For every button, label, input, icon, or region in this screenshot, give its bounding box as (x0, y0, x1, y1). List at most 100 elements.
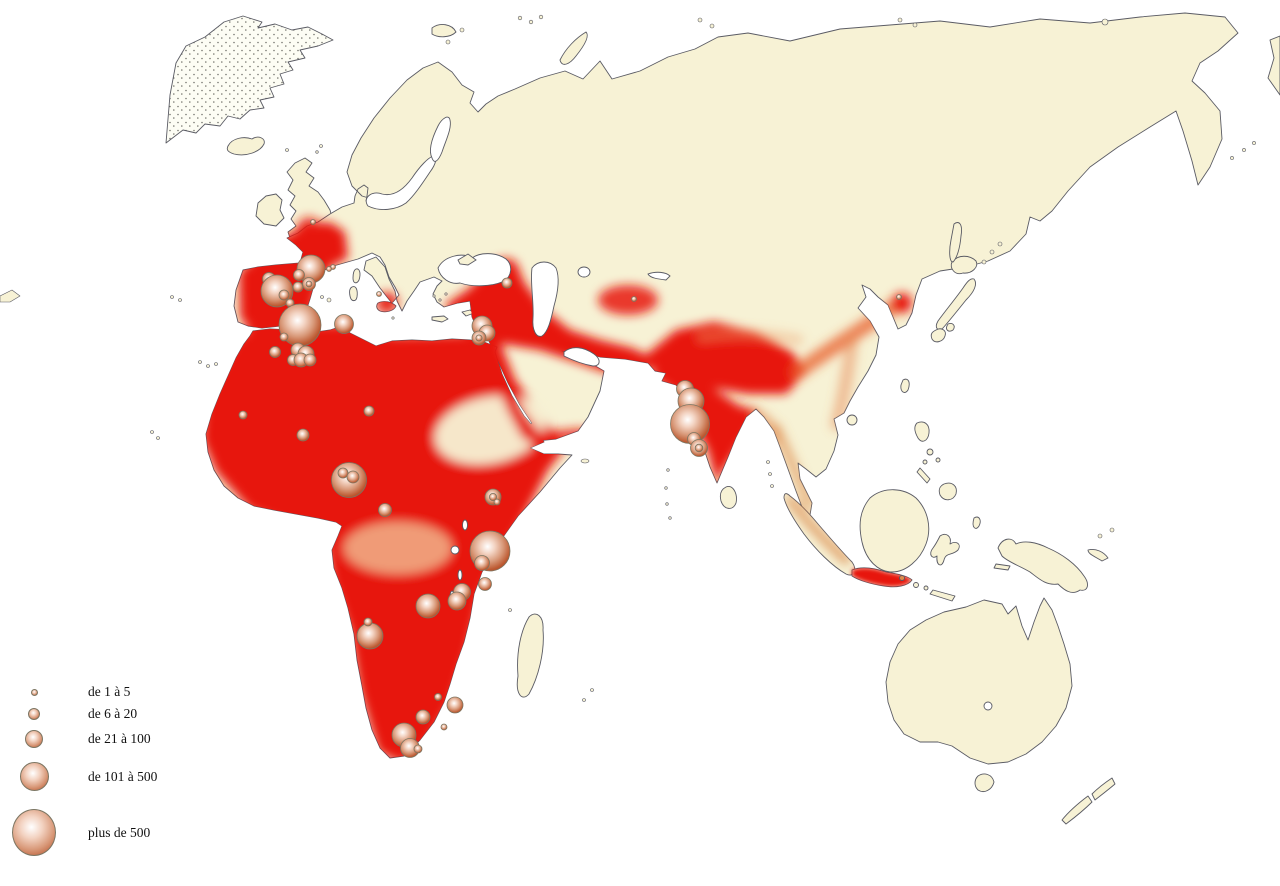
distribution-bubble (631, 296, 637, 302)
distribution-bubble (378, 503, 392, 517)
band-sumatra (785, 495, 851, 565)
distribution-bubble (363, 405, 375, 417)
distribution-bubble (440, 723, 448, 731)
distribution-bubble (478, 577, 492, 591)
distribution-bubble (296, 428, 310, 442)
crete (431, 315, 449, 323)
lake-turkana (462, 519, 468, 531)
greenland (165, 15, 334, 144)
legend-bubble-box (12, 809, 56, 856)
band-china-east-west (696, 328, 804, 346)
gulf-of-bothnia (429, 116, 451, 162)
kyushu (930, 328, 946, 343)
mindanao (938, 482, 957, 501)
legend-item: de 1 à 5 (12, 684, 157, 700)
legend-bubble-icon (28, 708, 40, 720)
madagascar (516, 613, 544, 698)
visayas-island (935, 457, 941, 463)
distribution-bubble (334, 314, 354, 334)
distribution-bubble (415, 709, 431, 725)
sulawesi (930, 533, 960, 566)
distribution-bubble (346, 470, 360, 484)
new-zealand-north (1091, 777, 1116, 801)
distribution-bubble (238, 410, 248, 420)
distribution-bubble (310, 219, 316, 225)
ireland (255, 193, 285, 227)
distribution-bubble (415, 593, 441, 619)
distribution-bubble (292, 281, 304, 293)
distribution-bubble (356, 622, 384, 650)
taiwan (900, 378, 910, 393)
distribution-bubble (501, 277, 513, 289)
legend-bubble-icon (19, 762, 49, 791)
distribution-bubble (326, 266, 332, 272)
legend-bubble-icon (30, 688, 38, 696)
band-malay (771, 423, 815, 509)
alaska-edge (1267, 35, 1280, 96)
palawan (916, 467, 931, 484)
sri-lanka (719, 486, 737, 509)
bubbles-layer (238, 219, 902, 758)
crimea (457, 253, 477, 266)
lesser-sunda-island (913, 582, 919, 588)
sakhalin (949, 222, 962, 263)
legend-bubble-box (12, 762, 56, 791)
distribution-bubble (293, 269, 305, 281)
distribution-bubble (305, 280, 313, 288)
distribution-bubble (488, 492, 497, 501)
distribution-bubble (475, 334, 483, 342)
legend-item: plus de 500 (12, 809, 157, 856)
legend-bubble-icon (25, 730, 43, 748)
distribution-bubble (434, 693, 442, 701)
sardinia (349, 286, 358, 302)
persian-gulf (563, 347, 600, 367)
legend-item-label: de 101 à 500 (88, 768, 158, 784)
distribution-bubble (363, 617, 373, 627)
legend-item: de 6 à 20 (12, 706, 157, 722)
distribution-bubble (279, 332, 289, 342)
legend-item-label: de 21 à 100 (88, 731, 151, 746)
distribution-bubble (474, 555, 490, 571)
legend-bubble-icon (12, 809, 56, 856)
land-layer (0, 12, 1280, 825)
range-central-asia (598, 285, 658, 315)
legend-bubble-box (12, 688, 56, 696)
new-britain (1087, 549, 1109, 562)
iceland (226, 136, 265, 156)
legend-item-label: plus de 500 (88, 824, 151, 840)
distribution-bubble (694, 443, 704, 453)
band-china-south (830, 333, 859, 431)
new-guinea (997, 538, 1088, 593)
hokkaido (950, 255, 978, 275)
australia (885, 597, 1073, 765)
lake-victoria (450, 545, 460, 555)
hainan (846, 414, 858, 426)
distribution-bubble (446, 696, 464, 714)
visayas-island (926, 448, 934, 456)
distribution-bubble (493, 498, 501, 506)
distribution-bubble (269, 346, 281, 358)
bali-island (899, 575, 905, 581)
distribution-bubble (413, 744, 423, 754)
congo-pale-patch (344, 522, 452, 574)
range-korea (892, 293, 912, 313)
shikoku (946, 323, 955, 332)
novaya-zemlya (559, 31, 588, 65)
halmahera (972, 516, 981, 529)
lake-tanganyika (457, 569, 463, 581)
distribution-bubble (278, 289, 290, 301)
lake-eyre (983, 701, 993, 711)
new-zealand-south (1061, 795, 1093, 825)
legend-item: de 21 à 100 (12, 730, 157, 748)
svalbard (431, 24, 457, 38)
lake-balkhash (647, 271, 671, 281)
distribution-bubble (337, 467, 349, 479)
distribution-bubble (896, 294, 902, 300)
visayas-island (922, 459, 928, 465)
distribution-bubble (447, 591, 467, 611)
lesser-sunda-island (923, 585, 929, 591)
corsica (352, 268, 361, 284)
sea-overlay-layer (365, 116, 993, 711)
honshu (935, 278, 977, 331)
